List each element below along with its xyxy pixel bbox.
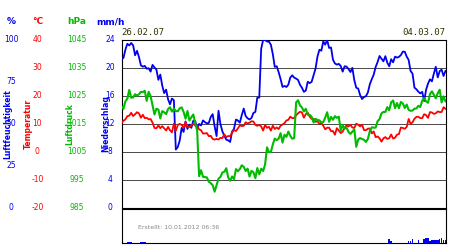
Text: mm/h: mm/h: [96, 17, 125, 26]
Text: 0: 0: [35, 147, 40, 156]
Text: 8: 8: [108, 147, 112, 156]
Bar: [412, 239, 414, 242]
Text: 50: 50: [6, 119, 16, 128]
Bar: [388, 239, 390, 242]
Bar: [439, 240, 441, 242]
Text: Niederschlag: Niederschlag: [101, 95, 110, 152]
Bar: [443, 240, 445, 242]
Text: 30: 30: [32, 64, 42, 72]
Text: Luftfeuchtigkeit: Luftfeuchtigkeit: [3, 89, 12, 159]
Text: Erstellt: 10.01.2012 06:36: Erstellt: 10.01.2012 06:36: [138, 225, 219, 230]
Bar: [433, 240, 435, 242]
Text: -20: -20: [31, 203, 44, 212]
Text: 995: 995: [69, 175, 84, 184]
Text: 04.03.07: 04.03.07: [402, 28, 446, 37]
Text: 4: 4: [108, 175, 112, 184]
Text: 1015: 1015: [67, 119, 86, 128]
Text: 20: 20: [32, 91, 42, 100]
Bar: [441, 238, 442, 242]
Text: 12: 12: [105, 119, 115, 128]
Text: %: %: [7, 17, 16, 26]
Text: 985: 985: [69, 203, 84, 212]
Text: 1005: 1005: [67, 147, 86, 156]
Text: 25: 25: [6, 161, 16, 170]
Text: 1025: 1025: [67, 91, 86, 100]
Bar: [425, 238, 427, 242]
Text: 40: 40: [32, 36, 42, 44]
Text: 24: 24: [105, 36, 115, 44]
Text: °C: °C: [32, 17, 43, 26]
Text: Luftdruck: Luftdruck: [65, 103, 74, 145]
Text: 100: 100: [4, 36, 18, 44]
Bar: [423, 239, 425, 242]
Bar: [427, 238, 429, 242]
Text: 10: 10: [32, 119, 42, 128]
Text: 0: 0: [108, 203, 112, 212]
Text: hPa: hPa: [67, 17, 86, 26]
Text: 75: 75: [6, 77, 16, 86]
Text: Temperatur: Temperatur: [23, 99, 32, 149]
Bar: [445, 240, 446, 242]
Text: -10: -10: [31, 175, 44, 184]
Bar: [429, 241, 431, 242]
Bar: [435, 240, 436, 242]
Bar: [390, 240, 392, 242]
Text: 1045: 1045: [67, 36, 86, 44]
Bar: [410, 241, 411, 242]
Text: 26.02.07: 26.02.07: [122, 28, 165, 37]
Bar: [431, 240, 433, 242]
Text: 20: 20: [105, 64, 115, 72]
Text: 16: 16: [105, 91, 115, 100]
Text: 0: 0: [9, 203, 14, 212]
Bar: [437, 240, 439, 242]
Bar: [418, 240, 419, 242]
Bar: [408, 240, 410, 242]
Text: 1035: 1035: [67, 64, 86, 72]
